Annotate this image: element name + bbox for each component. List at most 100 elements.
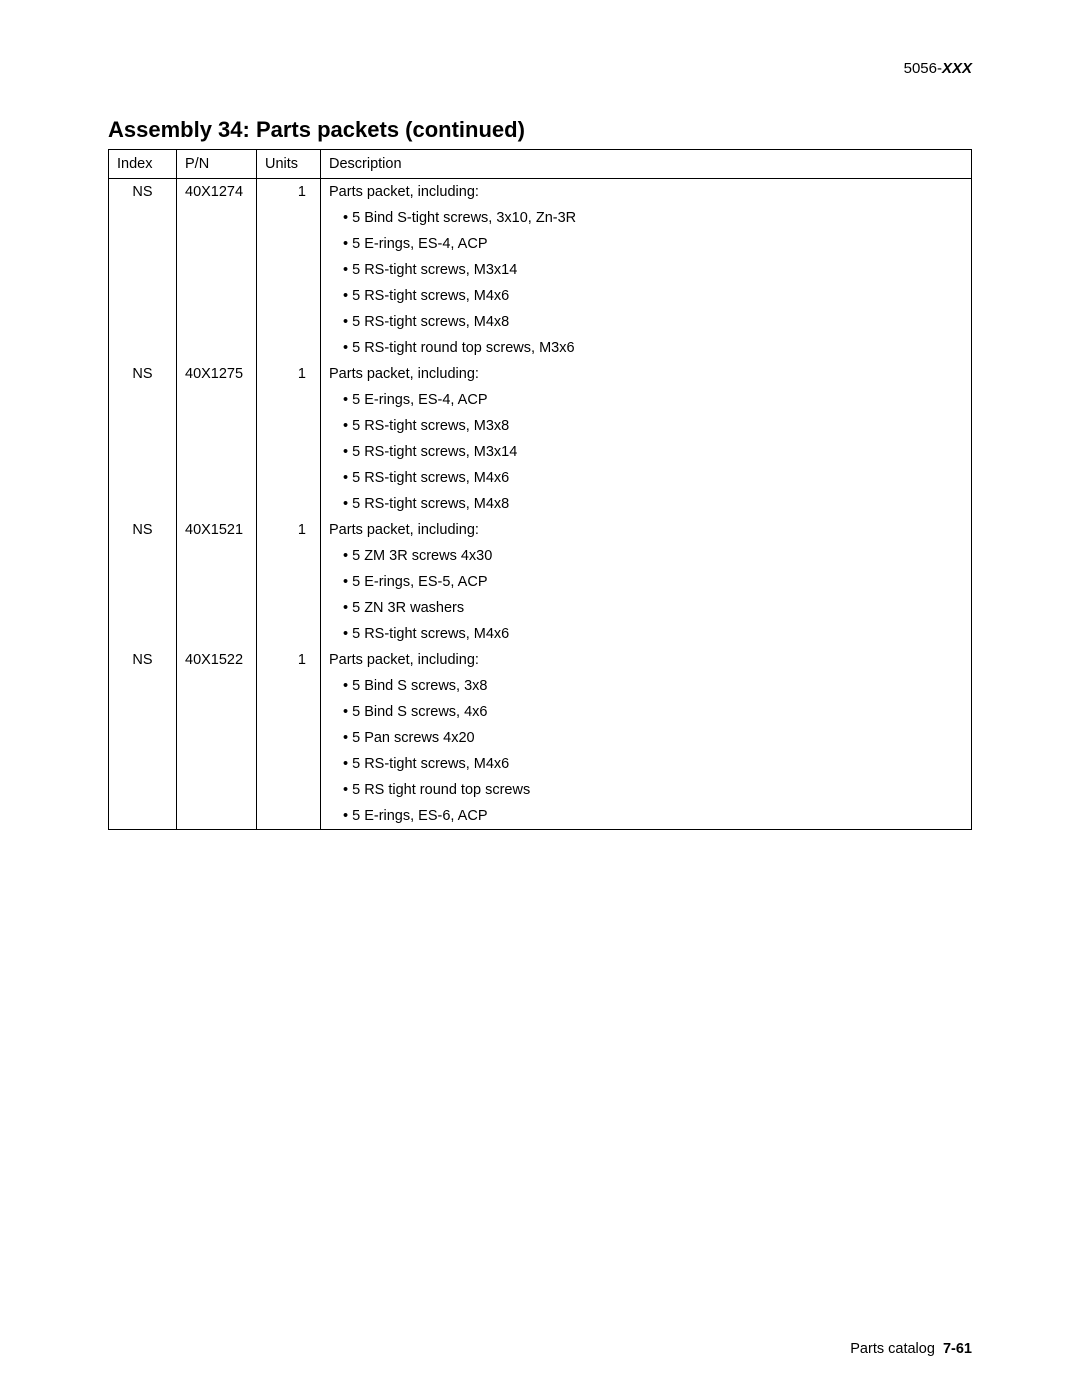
cell-pn (177, 543, 257, 569)
cell-pn (177, 439, 257, 465)
table-row: • 5 RS-tight screws, M3x14 (109, 257, 972, 283)
table-row: • 5 RS tight round top screws (109, 777, 972, 803)
subitem-text: • 5 RS-tight screws, M4x6 (329, 470, 509, 486)
col-pn: P/N (177, 150, 257, 179)
cell-units (257, 725, 321, 751)
section-title: Assembly 34: Parts packets (continued) (108, 117, 972, 143)
cell-units (257, 491, 321, 517)
cell-pn (177, 413, 257, 439)
cell-units (257, 699, 321, 725)
cell-units (257, 751, 321, 777)
cell-units (257, 569, 321, 595)
table-row: • 5 RS-tight screws, M3x14 (109, 439, 972, 465)
subitem-text: • 5 RS-tight screws, M3x8 (329, 418, 509, 434)
cell-index (109, 751, 177, 777)
subitem-text: • 5 Pan screws 4x20 (329, 730, 475, 746)
table-row: NS40X12751Parts packet, including: (109, 361, 972, 387)
cell-units (257, 621, 321, 647)
doc-header-prefix: 5056- (904, 60, 942, 77)
cell-description: • 5 RS-tight screws, M4x6 (321, 283, 972, 309)
cell-index (109, 543, 177, 569)
cell-pn (177, 699, 257, 725)
cell-index (109, 777, 177, 803)
table-row: NS40X15211Parts packet, including: (109, 517, 972, 543)
cell-pn (177, 283, 257, 309)
table-row: • 5 RS-tight screws, M4x6 (109, 751, 972, 777)
cell-pn: 40X1274 (177, 179, 257, 206)
cell-units (257, 777, 321, 803)
subitem-text: • 5 E-rings, ES-4, ACP (329, 236, 488, 252)
footer-label: Parts catalog (850, 1341, 935, 1357)
cell-description: • 5 E-rings, ES-5, ACP (321, 569, 972, 595)
cell-index (109, 465, 177, 491)
subitem-text: • 5 RS tight round top screws (329, 782, 530, 798)
table-row: • 5 Bind S screws, 3x8 (109, 673, 972, 699)
cell-description: • 5 RS-tight screws, M4x8 (321, 309, 972, 335)
subitem-text: • 5 Bind S screws, 3x8 (329, 678, 488, 694)
page: 5056-XXX Assembly 34: Parts packets (con… (0, 0, 1080, 1397)
cell-pn: 40X1521 (177, 517, 257, 543)
subitem-text: • 5 Bind S-tight screws, 3x10, Zn-3R (329, 210, 576, 226)
cell-description: • 5 RS-tight screws, M4x6 (321, 621, 972, 647)
cell-description: • 5 RS-tight screws, M3x14 (321, 439, 972, 465)
table-row: • 5 E-rings, ES-6, ACP (109, 803, 972, 830)
cell-units: 1 (257, 361, 321, 387)
doc-header: 5056-XXX (108, 60, 972, 77)
subitem-text: • 5 RS-tight round top screws, M3x6 (329, 340, 575, 356)
cell-index: NS (109, 179, 177, 206)
table-row: • 5 RS-tight screws, M4x6 (109, 621, 972, 647)
doc-header-suffix: XXX (942, 60, 972, 77)
col-description: Description (321, 150, 972, 179)
cell-index (109, 595, 177, 621)
cell-description: • 5 Bind S screws, 4x6 (321, 699, 972, 725)
cell-pn (177, 673, 257, 699)
cell-pn (177, 725, 257, 751)
cell-units (257, 803, 321, 830)
cell-index: NS (109, 361, 177, 387)
cell-index (109, 673, 177, 699)
table-row: • 5 RS-tight screws, M4x6 (109, 465, 972, 491)
cell-description: • 5 E-rings, ES-6, ACP (321, 803, 972, 830)
cell-pn (177, 569, 257, 595)
cell-units: 1 (257, 517, 321, 543)
cell-units (257, 257, 321, 283)
cell-units (257, 231, 321, 257)
footer-page-number: 7-61 (943, 1341, 972, 1357)
cell-pn (177, 595, 257, 621)
table-row: • 5 RS-tight round top screws, M3x6 (109, 335, 972, 361)
cell-index (109, 257, 177, 283)
cell-description: Parts packet, including: (321, 647, 972, 673)
cell-pn (177, 777, 257, 803)
cell-description: Parts packet, including: (321, 179, 972, 206)
cell-description: • 5 RS-tight screws, M3x14 (321, 257, 972, 283)
table-row: • 5 Bind S-tight screws, 3x10, Zn-3R (109, 205, 972, 231)
cell-pn (177, 621, 257, 647)
cell-description: • 5 RS-tight round top screws, M3x6 (321, 335, 972, 361)
cell-pn: 40X1275 (177, 361, 257, 387)
subitem-text: • 5 E-rings, ES-4, ACP (329, 392, 488, 408)
cell-units (257, 205, 321, 231)
subitem-text: • 5 E-rings, ES-6, ACP (329, 808, 488, 824)
table-row: • 5 Pan screws 4x20 (109, 725, 972, 751)
cell-pn (177, 257, 257, 283)
cell-description: • 5 Pan screws 4x20 (321, 725, 972, 751)
cell-pn (177, 205, 257, 231)
subitem-text: • 5 Bind S screws, 4x6 (329, 704, 488, 720)
table-row: • 5 ZM 3R screws 4x30 (109, 543, 972, 569)
cell-description: Parts packet, including: (321, 361, 972, 387)
cell-description: • 5 ZN 3R washers (321, 595, 972, 621)
page-footer: Parts catalog 7-61 (850, 1341, 972, 1357)
cell-units (257, 387, 321, 413)
cell-description: • 5 ZM 3R screws 4x30 (321, 543, 972, 569)
cell-pn (177, 751, 257, 777)
cell-description: • 5 Bind S-tight screws, 3x10, Zn-3R (321, 205, 972, 231)
table-row: • 5 RS-tight screws, M3x8 (109, 413, 972, 439)
cell-index (109, 231, 177, 257)
table-row: NS40X12741Parts packet, including: (109, 179, 972, 206)
cell-index (109, 413, 177, 439)
cell-description: • 5 E-rings, ES-4, ACP (321, 387, 972, 413)
cell-description: • 5 RS tight round top screws (321, 777, 972, 803)
table-row: • 5 RS-tight screws, M4x6 (109, 283, 972, 309)
cell-units: 1 (257, 647, 321, 673)
table-header-row: Index P/N Units Description (109, 150, 972, 179)
